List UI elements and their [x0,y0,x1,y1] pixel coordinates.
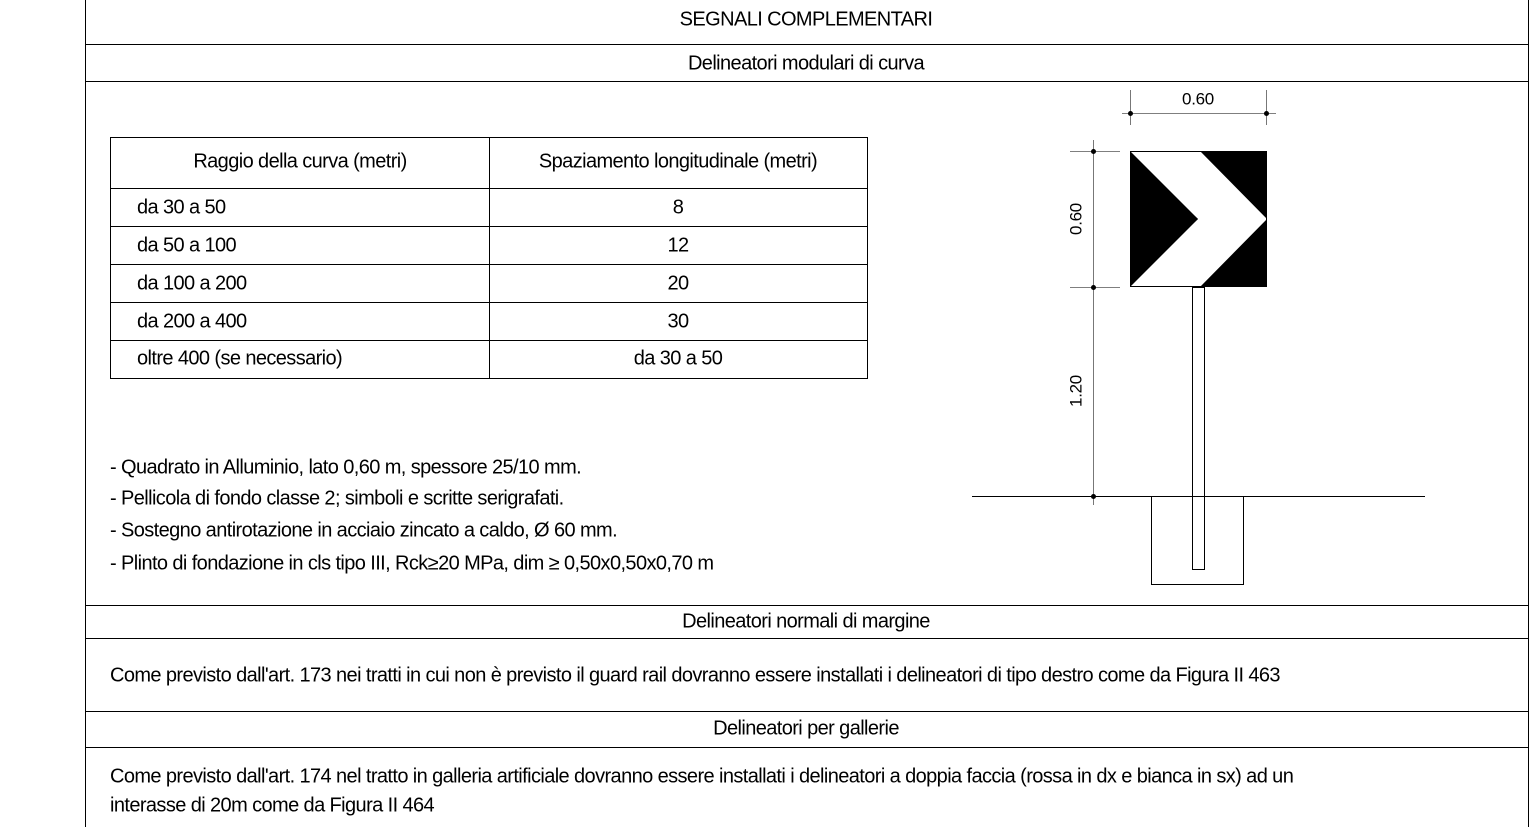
dimension-label: 0.60 [1182,89,1214,108]
paragraph: interasse di 20m come da Figura II 464 [110,794,435,816]
cell: da 200 a 400 [137,310,247,332]
cell: 12 [667,234,689,256]
cell: 20 [667,272,689,294]
paragraph: Come previsto dall'art. 174 nel tratto i… [110,765,1293,787]
dimension-label: 0.60 [1066,203,1085,235]
cell: da 30 a 50 [137,196,226,218]
title: SEGNALI COMPLEMENTARI [680,8,933,30]
note: - Pellicola di fondo classe 2; simboli e… [110,487,564,509]
note: - Plinto di fondazione in cls tipo III, … [110,552,713,574]
paragraph: Come previsto dall'art. 173 nei tratti i… [110,664,1280,686]
cell: da 100 a 200 [137,272,247,294]
sign-drawing: 0.60 0.60 1.20 [972,89,1425,585]
note: - Sostegno antirotazione in acciaio zinc… [110,519,617,541]
frame [85,0,1529,827]
section-title: Delineatori normali di margine [682,610,930,632]
column-header: Spaziamento longitudinale (metri) [539,150,817,172]
cell: 30 [667,310,689,332]
section-title: Delineatori per gallerie [713,717,899,739]
table: Raggio della curva (metri) Spaziamento l… [110,137,868,379]
note: - Quadrato in Alluminio, lato 0,60 m, sp… [110,456,581,478]
column-header: Raggio della curva (metri) [193,150,406,172]
section-title: Delineatori modulari di curva [688,52,926,74]
cell: oltre 400 (se necessario) [137,347,342,369]
dimension-label: 1.20 [1066,375,1085,407]
cell: 8 [673,196,684,218]
cell: da 50 a 100 [137,234,237,256]
cell: da 30 a 50 [634,347,723,369]
